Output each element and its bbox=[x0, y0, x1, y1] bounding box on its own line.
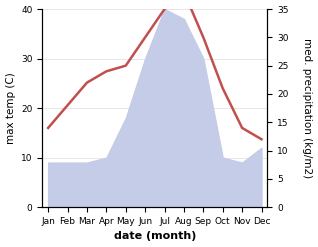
X-axis label: date (month): date (month) bbox=[114, 231, 196, 242]
Y-axis label: max temp (C): max temp (C) bbox=[5, 72, 16, 144]
Y-axis label: med. precipitation (kg/m2): med. precipitation (kg/m2) bbox=[302, 38, 313, 178]
